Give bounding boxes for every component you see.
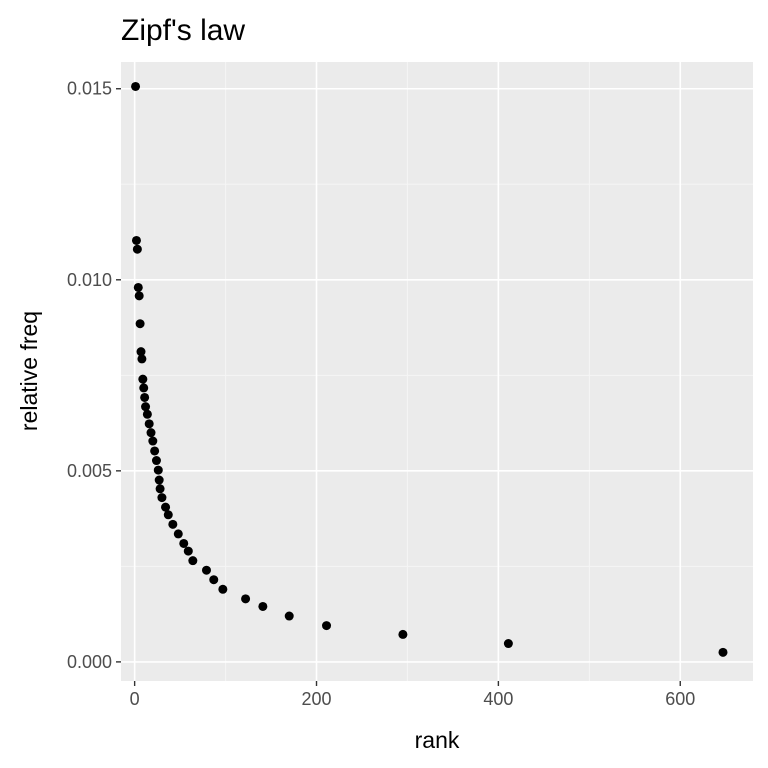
axes: 0 200 400 600 0.000 0.005 0.010 0.015 <box>67 79 695 709</box>
data-point <box>144 419 154 429</box>
data-point <box>157 493 167 503</box>
data-point <box>154 475 164 485</box>
plot-panel <box>121 62 753 681</box>
data-point <box>163 510 173 520</box>
data-point <box>188 556 198 566</box>
data-point <box>146 428 156 438</box>
y-tick-label: 0.015 <box>67 79 112 99</box>
data-point <box>201 565 211 575</box>
y-axis-title: relative freq <box>16 311 42 431</box>
data-point <box>258 601 268 611</box>
data-point <box>218 584 228 594</box>
x-tick-label: 0 <box>130 689 140 709</box>
data-point <box>141 402 151 412</box>
data-point <box>132 244 142 254</box>
data-points <box>131 81 728 657</box>
data-point <box>398 629 408 639</box>
data-point <box>138 374 148 384</box>
data-point <box>137 354 147 364</box>
data-point <box>503 639 513 649</box>
data-point <box>322 621 332 631</box>
data-point <box>142 409 152 419</box>
data-point <box>134 291 144 301</box>
data-point <box>173 529 183 539</box>
data-point <box>183 546 193 556</box>
data-point <box>133 282 143 292</box>
x-tick-label: 600 <box>665 689 695 709</box>
data-point <box>179 538 189 548</box>
data-point <box>140 392 150 402</box>
data-point <box>168 519 178 529</box>
data-point <box>153 465 163 475</box>
data-point <box>718 647 728 657</box>
y-tick-label: 0.000 <box>67 652 112 672</box>
data-point <box>136 347 146 357</box>
y-tick-label: 0.010 <box>67 270 112 290</box>
data-point <box>135 319 145 329</box>
data-point <box>148 436 158 446</box>
data-point <box>131 81 141 91</box>
x-tick-label: 400 <box>483 689 513 709</box>
y-tick-label: 0.005 <box>67 461 112 481</box>
chart-title: Zipf's law <box>121 14 245 47</box>
x-axis-title: rank <box>415 727 460 753</box>
data-point <box>155 484 165 494</box>
data-point <box>150 446 160 456</box>
data-point <box>131 235 141 245</box>
data-point <box>241 594 251 604</box>
x-tick-label: 200 <box>301 689 331 709</box>
data-point <box>284 611 294 621</box>
data-point <box>139 383 149 393</box>
data-point <box>151 456 161 466</box>
data-point <box>161 502 171 512</box>
grid-lines <box>121 62 753 681</box>
data-point <box>209 575 219 585</box>
